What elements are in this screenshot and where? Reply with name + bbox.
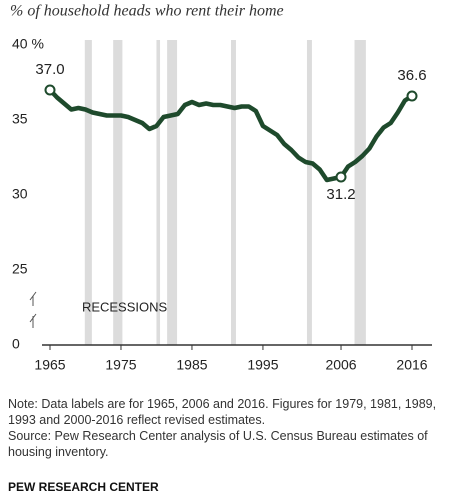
credit: PEW RESEARCH CENTER [8, 480, 159, 494]
point-marker [335, 171, 347, 183]
chart: % of household heads who rent their home… [10, 3, 432, 373]
recession-band [231, 40, 236, 345]
recessions-label: RECESSIONS [82, 299, 168, 314]
y-tick-label: 40 % [12, 36, 44, 52]
recession-band [167, 40, 178, 345]
x-tick-label: 1985 [176, 357, 207, 373]
recession-band [156, 40, 161, 345]
data-label: 37.0 [35, 61, 64, 78]
point-marker [44, 84, 56, 96]
data-label: 31.2 [326, 186, 355, 203]
x-tick-label: 1965 [34, 357, 65, 373]
x-tick-label: 2006 [325, 357, 356, 373]
y-tick-label: 30 [12, 186, 28, 202]
line [47, 87, 415, 183]
source: Source: Pew Research Center analysis of … [8, 429, 428, 459]
y-tick-label: 25 [12, 261, 28, 277]
axis-break [29, 291, 37, 328]
recession-band [113, 40, 123, 345]
chart-title: % of household heads who rent their home [10, 3, 284, 20]
data-label: 36.6 [397, 67, 426, 84]
point-marker [406, 90, 418, 102]
notes: Note: Data labels are for 1965, 2006 and… [8, 396, 448, 460]
y-tick-label: 35 [12, 111, 28, 127]
x-tick-label: 1975 [105, 357, 136, 373]
y-tick-label: 0 [12, 336, 20, 352]
recession-band [84, 40, 92, 345]
note: Note: Data labels are for 1965, 2006 and… [8, 397, 437, 427]
recession-band [354, 40, 366, 345]
x-tick-label: 1995 [247, 357, 278, 373]
recession-band [306, 40, 312, 345]
x-tick-label: 2016 [396, 357, 427, 373]
